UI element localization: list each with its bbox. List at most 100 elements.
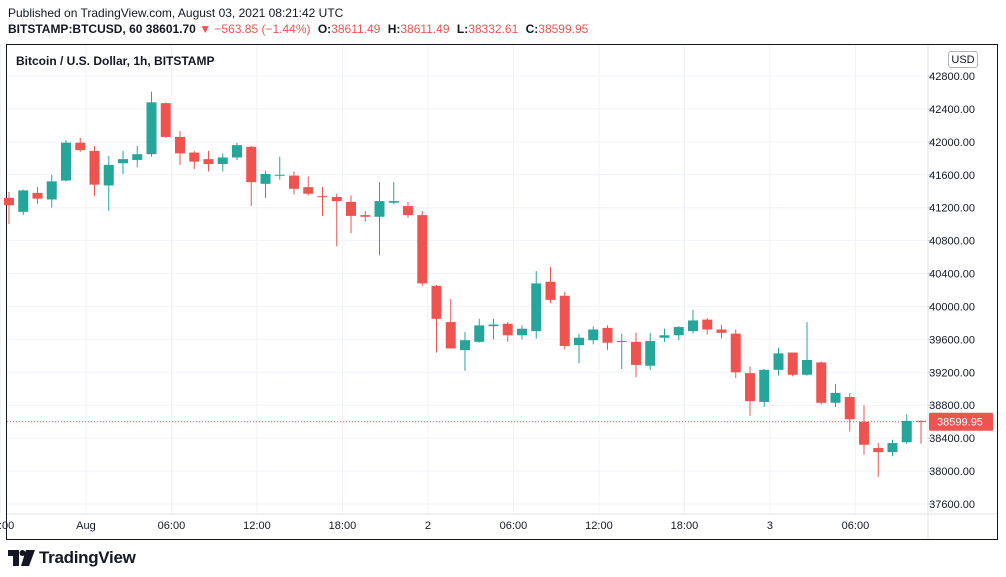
candle-body xyxy=(602,327,613,343)
change-label: ▼ −563.85 (−1.44%) xyxy=(199,22,311,36)
candle-body xyxy=(502,323,513,336)
y-tick-label: 40800.00 xyxy=(929,236,975,248)
y-tick-label: 42000.00 xyxy=(929,137,975,149)
candle-body xyxy=(844,397,855,420)
candle-body xyxy=(488,324,499,327)
candle-body xyxy=(89,150,100,185)
low-value: 38332.61 xyxy=(468,22,519,36)
tradingview-brand: TradingView xyxy=(8,548,136,568)
candle-body xyxy=(645,341,656,366)
candle-body xyxy=(873,448,884,453)
y-tick-label: 42800.00 xyxy=(929,71,975,83)
y-tick-label: 37600.00 xyxy=(929,499,975,511)
candle-body xyxy=(802,359,812,375)
last-price-badge xyxy=(929,412,993,431)
candle-body xyxy=(417,215,428,284)
y-tick-label: 40400.00 xyxy=(929,269,975,281)
last-price: 38601.70 xyxy=(145,22,196,36)
x-tick-label: Aug xyxy=(76,520,96,532)
candle-body xyxy=(901,420,912,443)
x-tick-label: 18:00 xyxy=(0,520,14,532)
candle-body xyxy=(688,320,698,332)
high-label: H: xyxy=(387,22,401,36)
candle-body xyxy=(830,392,841,403)
candle-body xyxy=(545,281,556,300)
y-tick-label: 38400.00 xyxy=(929,433,975,445)
open-value: 38611.49 xyxy=(331,22,381,36)
candle-body xyxy=(4,197,14,206)
candle-body xyxy=(759,369,770,402)
candle-body xyxy=(816,362,827,403)
candle-body xyxy=(773,353,784,370)
ohlc-header: BITSTAMP:BTCUSD, 60 38601.70 ▼ −563.85 (… xyxy=(8,22,588,36)
x-tick-label: 06:00 xyxy=(500,520,528,532)
x-tick-label: 18:00 xyxy=(671,520,699,532)
candle-body xyxy=(787,352,798,375)
candle-body xyxy=(46,181,57,200)
symbol-label: BITSTAMP:BTCUSD, 60 xyxy=(8,22,143,36)
candle-body xyxy=(289,175,299,189)
candle-body xyxy=(374,201,385,217)
candle-body xyxy=(445,322,456,349)
candle-body xyxy=(189,152,200,162)
y-tick-label: 39200.00 xyxy=(929,367,975,379)
candle-body xyxy=(745,373,755,402)
y-tick-label: 39600.00 xyxy=(929,334,975,346)
published-line: Published on TradingView.com, August 03,… xyxy=(8,6,344,20)
candle-body xyxy=(474,325,485,342)
candle-body xyxy=(32,192,43,199)
open-label: O: xyxy=(317,22,332,36)
close-label: C: xyxy=(525,22,539,36)
candle-body xyxy=(203,159,214,165)
candle-body xyxy=(730,333,741,373)
y-tick-label: 41200.00 xyxy=(929,203,975,215)
candle-body xyxy=(716,329,727,333)
candle-body xyxy=(702,319,713,330)
y-tick-label: 40000.00 xyxy=(929,301,975,313)
close-value: 38599.95 xyxy=(538,22,589,36)
candle-body xyxy=(217,157,228,165)
currency-button[interactable]: USD xyxy=(948,51,978,68)
candle-body xyxy=(360,215,371,217)
candle-body xyxy=(232,145,242,158)
candle-body xyxy=(303,187,314,194)
candle-body xyxy=(103,164,114,186)
candle-body xyxy=(18,190,29,212)
y-tick-label: 38800.00 xyxy=(929,400,975,412)
candle-body xyxy=(559,295,570,346)
candle-body xyxy=(517,328,527,336)
candle-body xyxy=(118,159,128,164)
candle-body xyxy=(403,206,413,216)
candle-body xyxy=(61,142,71,181)
candle-body xyxy=(431,285,442,319)
x-tick-label: 12:00 xyxy=(243,520,271,532)
candle-body xyxy=(146,102,157,155)
candle-body xyxy=(616,341,627,343)
candle-body xyxy=(916,420,926,422)
candle-body xyxy=(274,174,285,176)
candle-body xyxy=(132,154,143,160)
candle-body xyxy=(659,335,670,338)
candle-body xyxy=(460,340,470,351)
x-tick-label: 12:00 xyxy=(585,520,613,532)
chart-legend-title: Bitcoin / U.S. Dollar, 1h, BITSTAMP xyxy=(16,54,215,68)
candle-body xyxy=(673,327,684,336)
x-tick-label: 06:00 xyxy=(158,520,186,532)
candle-body xyxy=(160,103,171,137)
y-tick-label: 42400.00 xyxy=(929,104,975,116)
x-tick-label: 2 xyxy=(425,520,431,532)
brand-name: TradingView xyxy=(39,548,136,567)
candle-body xyxy=(574,337,584,346)
candle-body xyxy=(588,329,599,341)
candle-body xyxy=(346,201,356,216)
high-value: 38611.49 xyxy=(400,22,450,36)
candle-body xyxy=(260,173,271,184)
candle-body xyxy=(317,196,328,198)
candle-body xyxy=(75,142,86,151)
candle-body xyxy=(246,146,257,183)
y-tick-label: 38000.00 xyxy=(929,466,975,478)
x-tick-label: 3 xyxy=(767,520,773,532)
candle-body xyxy=(887,443,898,453)
last-price-label: 38599.95 xyxy=(937,417,983,429)
